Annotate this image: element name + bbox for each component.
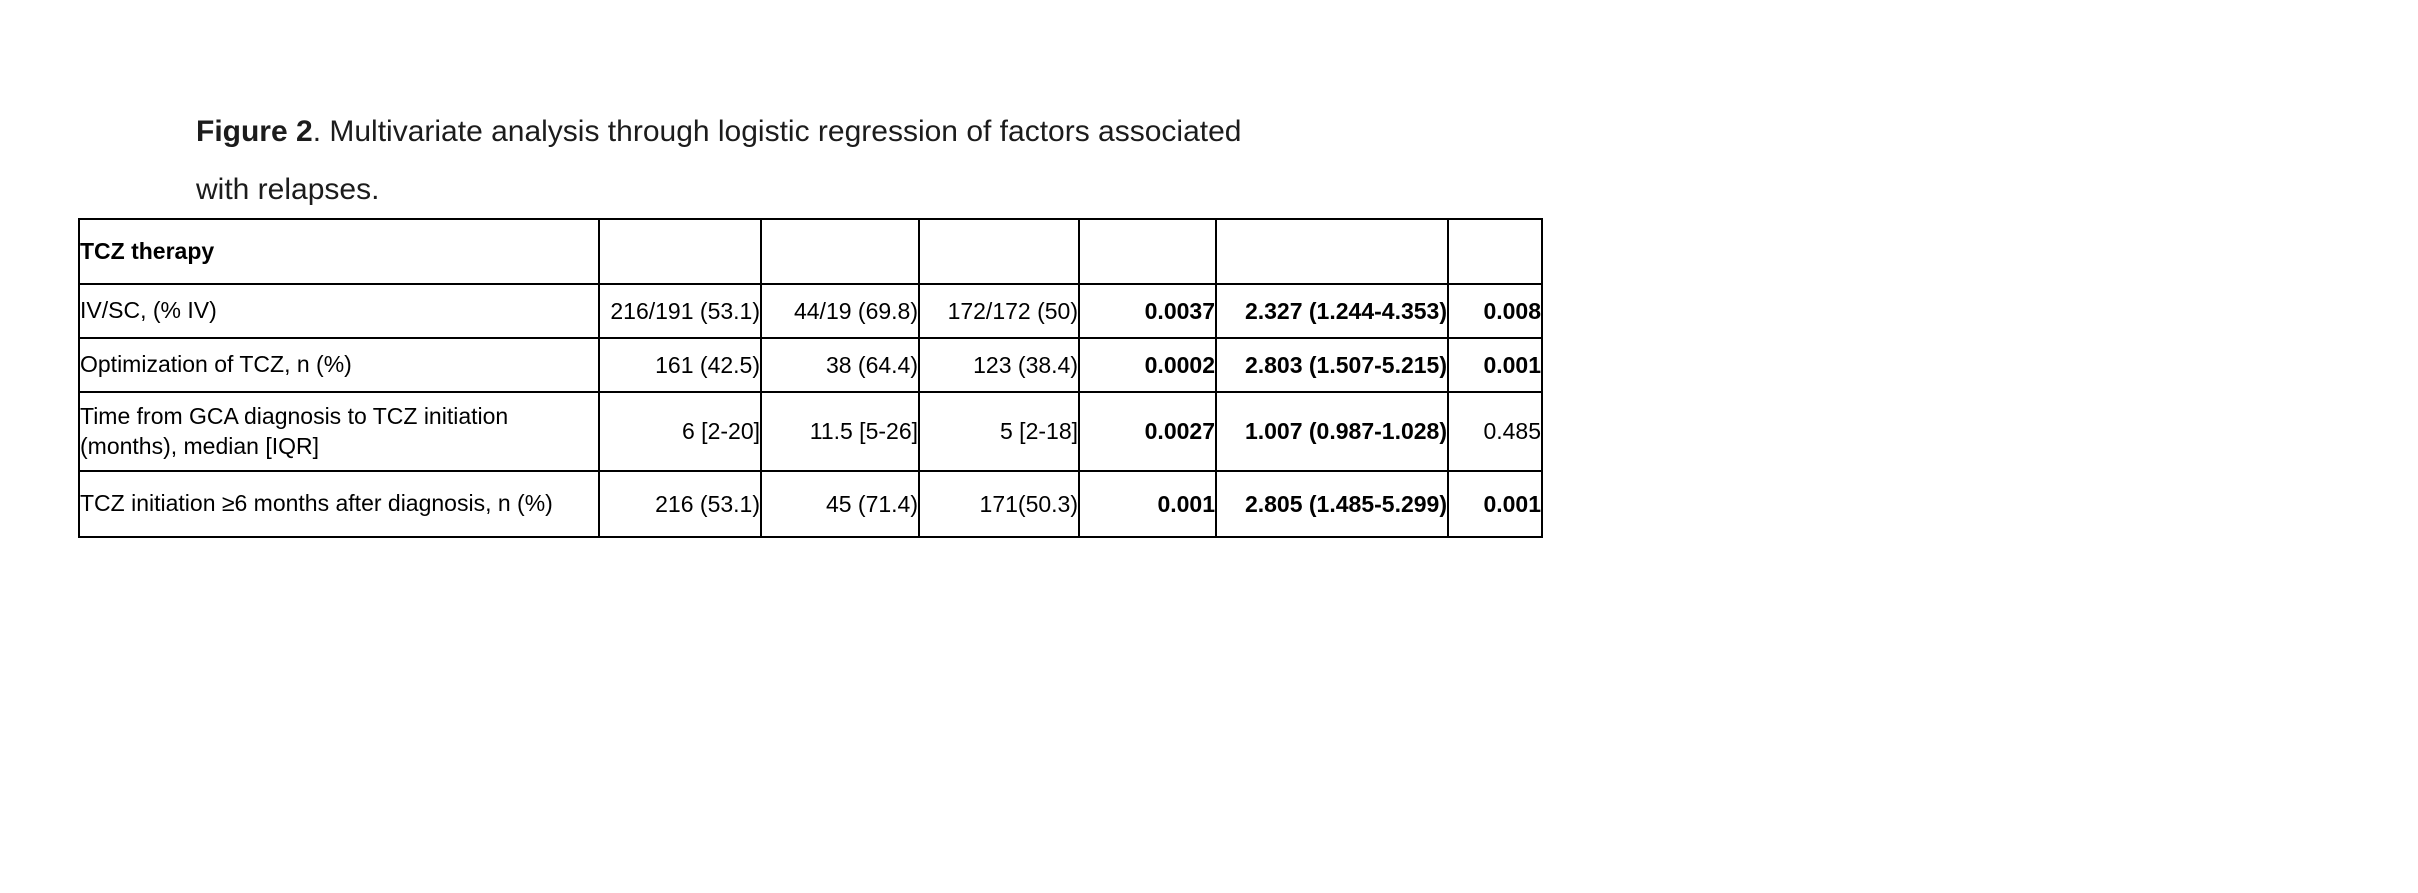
table-cell: 38 (64.4) [760, 337, 920, 393]
table-row: Optimization of TCZ, n (%) 161 (42.5) 38… [78, 337, 1543, 393]
row-label: Optimization of TCZ, n (%) [78, 337, 600, 393]
table-cell: 11.5 [5-26] [760, 391, 920, 472]
odds-ratio-cell: 2.803 (1.507-5.215) [1215, 337, 1449, 393]
table-cell: 45 (71.4) [760, 470, 920, 538]
figure-caption-line2: with relapses. [196, 173, 380, 206]
odds-ratio-cell: 1.007 (0.987-1.028) [1215, 391, 1449, 472]
empty-cell [760, 218, 920, 285]
figure-caption: Figure 2. Multivariate analysis through … [196, 103, 1241, 219]
table-cell: 123 (38.4) [918, 337, 1080, 393]
table-cell: 172/172 (50) [918, 283, 1080, 339]
table-cell: 216 (53.1) [598, 470, 762, 538]
odds-ratio-cell: 2.327 (1.244-4.353) [1215, 283, 1449, 339]
empty-cell [1447, 218, 1543, 285]
figure-caption-line1: Figure 2. Multivariate analysis through … [196, 103, 1241, 161]
p-value-cell: 0.001 [1078, 470, 1217, 538]
figure-caption-text: . Multivariate analysis through logistic… [312, 115, 1242, 148]
p-value-cell: 0.001 [1447, 470, 1543, 538]
p-value-cell: 0.0027 [1078, 391, 1217, 472]
p-value-cell: 0.0002 [1078, 337, 1217, 393]
row-label: TCZ initiation ≥6 months after diagnosis… [78, 470, 600, 538]
table-header-label: TCZ therapy [78, 218, 600, 285]
table-cell: 161 (42.5) [598, 337, 762, 393]
table-row: Time from GCA diagnosis to TCZ initiatio… [78, 391, 1543, 472]
empty-cell [598, 218, 762, 285]
figure-table: TCZ therapy IV/SC, (% IV) 216/191 (53.1)… [78, 218, 1543, 538]
table-cell: 171(50.3) [918, 470, 1080, 538]
empty-cell [1078, 218, 1217, 285]
p-value-cell: 0.485 [1447, 391, 1543, 472]
empty-cell [1215, 218, 1449, 285]
odds-ratio-cell: 2.805 (1.485-5.299) [1215, 470, 1449, 538]
empty-cell [918, 218, 1080, 285]
p-value-cell: 0.008 [1447, 283, 1543, 339]
p-value-cell: 0.0037 [1078, 283, 1217, 339]
p-value-cell: 0.001 [1447, 337, 1543, 393]
figure-label: Figure 2 [196, 115, 313, 148]
row-label: Time from GCA diagnosis to TCZ initiatio… [78, 391, 600, 472]
table-cell: 6 [2-20] [598, 391, 762, 472]
table-cell: 5 [2-18] [918, 391, 1080, 472]
table-header-row: TCZ therapy [78, 218, 1543, 285]
table-row: IV/SC, (% IV) 216/191 (53.1) 44/19 (69.8… [78, 283, 1543, 339]
table-row: TCZ initiation ≥6 months after diagnosis… [78, 470, 1543, 538]
table-cell: 216/191 (53.1) [598, 283, 762, 339]
row-label: IV/SC, (% IV) [78, 283, 600, 339]
table-cell: 44/19 (69.8) [760, 283, 920, 339]
